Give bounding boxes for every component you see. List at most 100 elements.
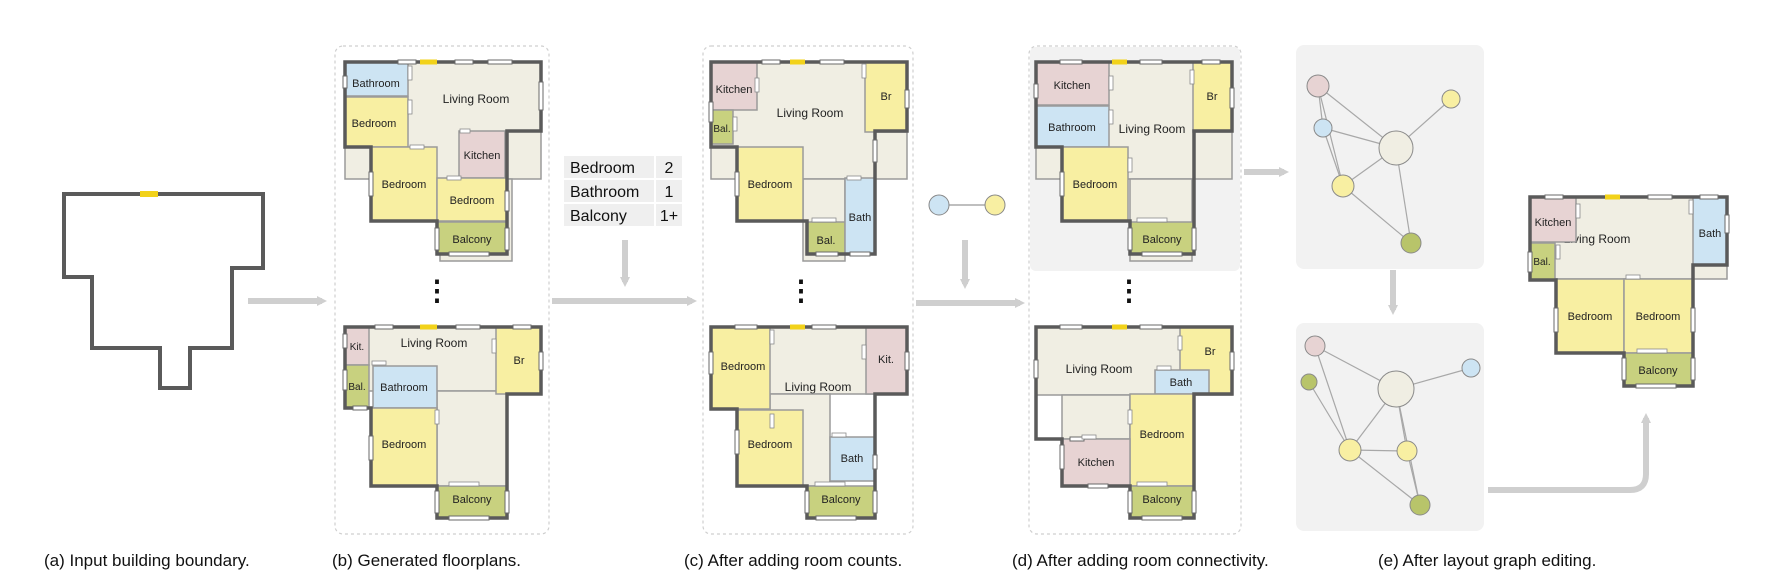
window	[904, 351, 910, 371]
window	[512, 324, 532, 330]
window	[1127, 490, 1133, 514]
room-label-living: Living Room	[401, 336, 468, 350]
window	[1141, 251, 1183, 257]
window	[1635, 383, 1677, 389]
graph-panel-bottom	[1296, 323, 1484, 531]
interior-door	[861, 344, 867, 360]
node-bathroom	[928, 194, 950, 216]
room-label-kitchen: Kitchen	[1054, 80, 1091, 92]
count-label-bathroom: Bathroom	[570, 184, 639, 201]
window	[1059, 171, 1065, 197]
ellipsis-b: ⋮	[423, 275, 451, 306]
window	[872, 490, 878, 514]
graph-edge	[1314, 345, 1351, 451]
window	[734, 429, 740, 455]
room-label-bedroom: Br	[881, 91, 892, 103]
group-box-d	[1028, 45, 1242, 535]
count-label-balcony: Balcony	[570, 208, 627, 225]
graph-edge	[1349, 449, 1421, 506]
window	[454, 59, 474, 65]
room-bathroom	[372, 365, 438, 409]
node-bedroom	[984, 194, 1006, 216]
interior-door	[831, 432, 847, 438]
room-label-balcony: Bal.	[348, 382, 365, 393]
graph-edge	[1317, 85, 1344, 187]
graph-node-bathroom	[1461, 358, 1481, 378]
interior-door	[446, 175, 462, 181]
room-label-bathroom: Bath	[1699, 228, 1722, 240]
window	[872, 139, 878, 163]
flow-arrows	[248, 167, 1651, 493]
exterior-wall	[1528, 195, 1729, 388]
interior-door	[1127, 157, 1133, 173]
exterior-wall	[1034, 325, 1234, 520]
interior-door	[1156, 365, 1172, 371]
exterior-wall	[709, 325, 909, 520]
interior-door	[1688, 199, 1694, 215]
caption-b: (b) Generated floorplans.	[332, 551, 521, 570]
room-kitchen	[1061, 438, 1131, 487]
window	[342, 333, 348, 349]
window	[504, 490, 510, 514]
window	[504, 190, 510, 212]
window	[448, 251, 490, 257]
room-label-bathroom: Bathroom	[380, 382, 428, 394]
window	[761, 59, 781, 65]
room-label-living: Living Room	[785, 380, 852, 394]
interior-door	[1136, 481, 1168, 487]
window	[538, 351, 544, 371]
window	[1229, 351, 1235, 371]
interior-door	[1108, 75, 1114, 91]
interior-door	[1189, 69, 1195, 85]
room-label-bedroom: Bedroom	[1636, 311, 1681, 323]
interior-door	[811, 217, 837, 223]
window	[455, 324, 481, 330]
window	[1139, 59, 1163, 65]
window	[397, 59, 417, 65]
window	[1527, 251, 1533, 273]
room-label-bedroom: Bedroom	[1568, 311, 1613, 323]
room-label-bathroom: Bath	[1170, 377, 1193, 389]
floorplan-d1: Living Room Kitchen Bathroom Br Bedroom Balco…	[1033, 59, 1235, 262]
room-label-bedroom: Bedroom	[748, 439, 793, 451]
window	[1127, 227, 1133, 251]
room-label-balcony: Bal.	[817, 235, 836, 247]
window	[849, 251, 871, 257]
count-value-bathroom: 1	[665, 184, 674, 201]
window	[734, 171, 740, 197]
graph-node-bedroom	[1338, 438, 1362, 462]
floorplan-c1: Living Room Kitchen Bal. Br Bedroom Bal. Bath	[708, 59, 910, 262]
window	[1139, 324, 1163, 330]
room-label-balcony: Balcony	[1638, 365, 1678, 377]
connectivity-constraint	[928, 194, 1006, 216]
graph-node-balcony	[1409, 494, 1431, 516]
interior-door	[448, 481, 480, 487]
room-label-balcony: Balcony	[452, 234, 492, 246]
room-label-living: Living Room	[777, 106, 844, 120]
graph-node-balcony	[1300, 373, 1318, 391]
room-bedroom	[1129, 393, 1195, 487]
interior-door	[1575, 203, 1581, 219]
window	[872, 454, 878, 470]
interior-door	[1136, 217, 1168, 223]
room-label-balcony: Bal.	[1533, 257, 1550, 268]
window	[1690, 357, 1696, 381]
room-label-balcony: Balcony	[1142, 494, 1182, 506]
graph-node-living	[1378, 130, 1414, 166]
group-box-c	[702, 45, 914, 535]
graph-node-living	[1377, 370, 1415, 408]
room-label-living: Living Room	[1066, 362, 1133, 376]
window	[1033, 359, 1039, 379]
room-label-balcony: Balcony	[452, 494, 492, 506]
room-label-kitchen: Kitchen	[1535, 217, 1572, 229]
window	[1033, 83, 1039, 99]
interior-door	[407, 99, 413, 115]
caption-c: (c) After adding room counts.	[684, 551, 902, 570]
window	[342, 75, 348, 89]
room-kitchen	[710, 61, 758, 111]
count-value-bedroom: 2	[665, 160, 674, 177]
floorplan-c2: Living Room Bedroom Kit. Bedroom Bath Balcony	[708, 324, 910, 521]
interior-door	[769, 413, 775, 429]
interior-door	[846, 175, 862, 181]
